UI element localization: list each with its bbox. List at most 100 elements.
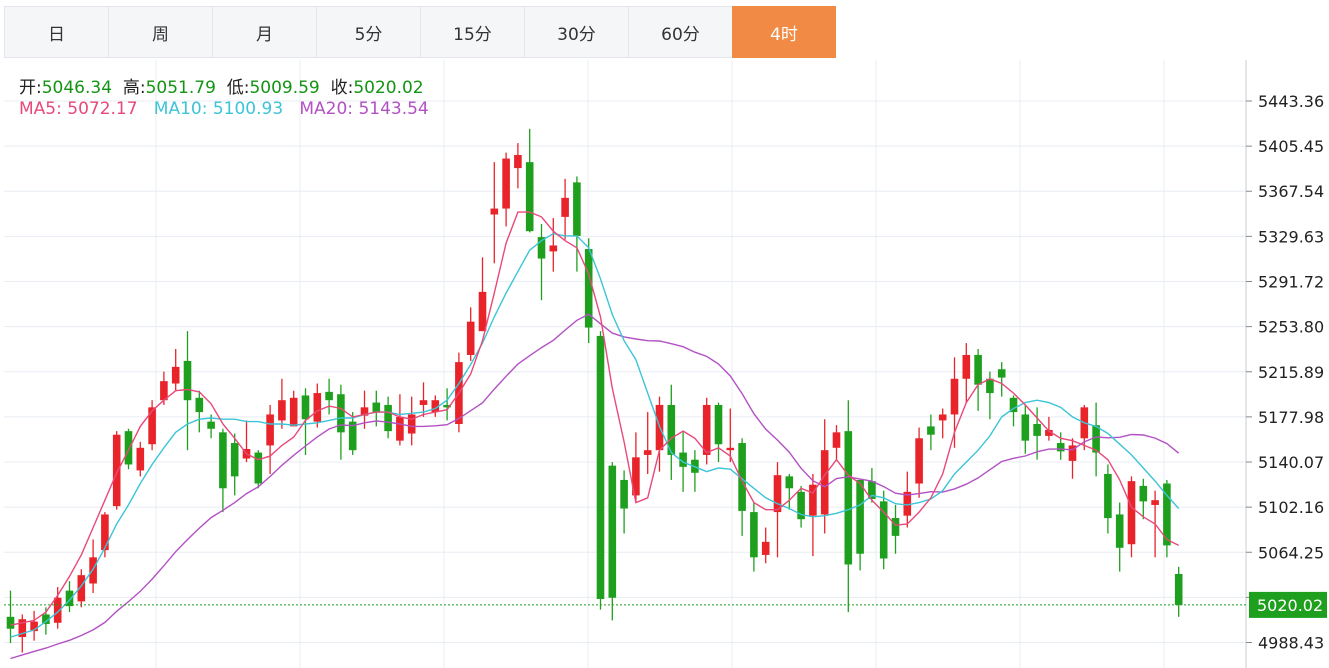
y-tick-label: 5329.63: [1258, 227, 1324, 246]
candle: [691, 450, 699, 492]
candle: [785, 473, 794, 510]
candle: [431, 395, 440, 417]
candle: [938, 408, 947, 439]
candle: [1104, 464, 1112, 534]
candle: [868, 468, 876, 503]
candle: [620, 470, 628, 534]
y-tick-label: 5291.72: [1258, 272, 1324, 291]
candle: [289, 390, 298, 427]
grid-lines: [4, 60, 1247, 668]
close-label: 收:: [330, 78, 354, 98]
timeframe-tabs: 日周月 5分 15分 30分 60分 4时: [4, 6, 836, 58]
candle: [596, 331, 605, 610]
candle: [915, 427, 923, 498]
candle: [927, 414, 935, 451]
candle: [903, 471, 912, 528]
tab-5[interactable]: 30分: [524, 6, 628, 58]
candle: [608, 462, 617, 621]
candle: [832, 425, 841, 460]
candle: [525, 128, 534, 233]
candle: [844, 400, 853, 613]
y-tick-label: 5177.98: [1258, 408, 1324, 427]
y-axis: 5443.36 5405.45 5367.54 5329.63 5291.72 5253.…: [1246, 92, 1327, 653]
ma5-label: MA5:: [19, 99, 62, 119]
candle: [584, 238, 593, 344]
candle: [514, 143, 522, 189]
tab-3[interactable]: 5分: [316, 6, 420, 58]
ma-readout: MA5: 5072.17 MA10: 5100.93 MA20: 5143.54: [19, 99, 429, 119]
candle: [537, 224, 546, 301]
candle: [750, 502, 758, 572]
candle: [183, 331, 192, 451]
candle: [278, 378, 286, 429]
candle: [136, 441, 145, 477]
tab-6[interactable]: 60分: [628, 6, 732, 58]
moving-average-lines: [10, 211, 1180, 660]
candle: [761, 527, 770, 564]
candle: [549, 218, 558, 272]
candle: [53, 587, 62, 629]
candle: [171, 349, 180, 391]
tab-2[interactable]: 月: [212, 6, 316, 58]
tab-0[interactable]: 日: [4, 6, 108, 58]
tab-7[interactable]: 4时: [732, 6, 836, 58]
candle: [1009, 395, 1018, 427]
candle: [1174, 566, 1183, 617]
candle: [561, 178, 569, 240]
candle: [478, 257, 487, 332]
candle: [396, 394, 404, 446]
candle: [89, 539, 97, 594]
candle: [348, 412, 357, 455]
candle: [726, 408, 735, 463]
candle: [148, 400, 156, 451]
candle: [1092, 402, 1100, 477]
y-tick-label: 5443.36: [1258, 92, 1324, 111]
candle: [195, 390, 204, 433]
y-tick-label: 5405.45: [1258, 137, 1324, 156]
ma5-line: [10, 211, 1180, 626]
candle: [466, 307, 475, 361]
candle: [77, 569, 86, 608]
candle: [219, 428, 227, 513]
candle: [643, 412, 652, 474]
candle: [1068, 438, 1077, 479]
candle: [325, 378, 333, 415]
candle: [573, 176, 581, 272]
candle: [1021, 404, 1030, 454]
ma5-value: 5072.17: [67, 99, 138, 119]
y-tick-label: 5102.16: [1258, 498, 1324, 517]
candle: [384, 396, 392, 439]
y-tick-label: 5215.89: [1258, 363, 1324, 382]
candle: [30, 610, 38, 641]
candle: [856, 479, 864, 571]
tab-1[interactable]: 周: [108, 6, 212, 58]
candle: [667, 384, 676, 480]
candle: [1163, 479, 1171, 558]
candle: [1045, 416, 1053, 441]
candle: [266, 404, 274, 474]
ma20-value: 5143.54: [358, 99, 429, 119]
ohlc-readout: 开:5046.34 高:5051.79 低:5009.59 收:5020.02: [19, 73, 424, 98]
current-price-label: 5020.02: [1257, 596, 1323, 615]
candle: [738, 438, 746, 536]
high-label: 高:: [122, 78, 146, 98]
candle: [65, 581, 74, 613]
candle: [702, 397, 711, 465]
candle: [254, 450, 263, 489]
candle: [502, 152, 510, 227]
candle: [1056, 432, 1065, 460]
candle: [879, 490, 888, 570]
candle: [714, 402, 723, 463]
y-tick-label: 5367.54: [1258, 182, 1324, 201]
ma20-label: MA20:: [299, 99, 354, 119]
candle: [6, 590, 15, 644]
ma10-line: [10, 232, 1180, 638]
y-tick-label: 5064.25: [1258, 543, 1324, 562]
candle: [1139, 478, 1148, 520]
tab-4[interactable]: 15分: [420, 6, 524, 58]
candle: [313, 383, 322, 428]
ma10-label: MA10:: [153, 99, 208, 119]
candle: [443, 388, 451, 421]
candle: [337, 384, 345, 460]
